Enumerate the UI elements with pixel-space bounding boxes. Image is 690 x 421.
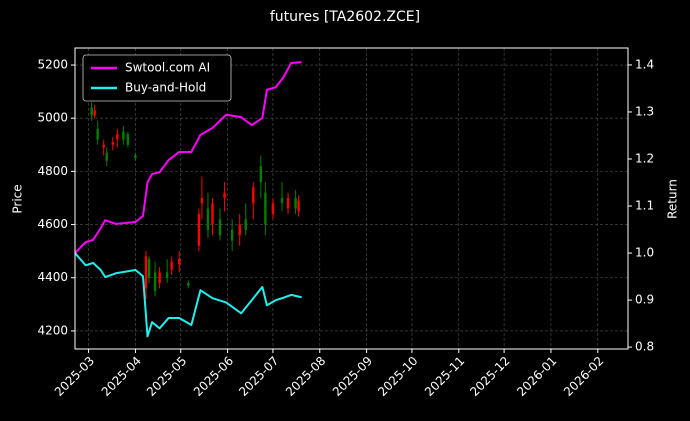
candle-body [271,203,275,214]
candle-body [206,208,210,230]
candle-body [223,192,226,198]
candle-body [111,142,114,145]
y2-tick-label: 1.3 [635,104,654,118]
candle-body [286,197,290,209]
y-axis-label: Price [11,184,25,213]
y2-tick-label: 1.1 [635,199,654,213]
chart-title: futures [TA2602.ZCE] [270,9,420,25]
y-tick-label: 4800 [37,164,68,178]
candle-body [165,272,169,278]
series-line [74,252,302,338]
candle-body [218,219,222,236]
candle-body [197,213,201,246]
candle-body [116,134,119,140]
candle-body [178,259,181,265]
y2-tick-label: 0.8 [635,340,654,354]
legend-box [82,54,232,102]
candle-body [238,224,241,236]
y2-tick-label: 1.4 [635,57,654,71]
y-tick-label: 5000 [37,111,68,125]
candle-body [144,256,148,289]
candle-body [126,134,130,145]
y2-axis-label: Return [666,179,680,219]
candle-body [187,283,190,286]
candle-body [264,192,267,225]
legend-label: Swtool.com AI [125,61,210,75]
candle-body [93,110,96,116]
y2-tick-label: 1.0 [635,246,654,260]
candle-body [134,155,137,159]
candle-body [200,197,204,204]
candle-body [244,219,247,230]
candle-body [252,187,255,204]
candle-body [96,128,99,140]
candle-body [153,272,157,292]
plot-frame [74,47,629,350]
candle-body [147,259,151,278]
y-tick-label: 4400 [37,270,68,284]
candle-body [102,144,105,148]
y-tick-label: 5200 [37,58,68,72]
y-tick-label: 4600 [37,217,68,231]
candle-body [90,107,93,116]
candle-body [280,197,284,204]
series-line [74,61,302,254]
candle-body [158,272,161,284]
candle-body [297,200,300,212]
candle-body [294,197,297,209]
candle-body [211,203,214,225]
y-tick-label: 4200 [37,323,68,337]
candle-body [105,152,108,161]
legend-label: Buy-and-Hold [125,81,206,95]
candle-body [259,166,263,183]
y2-tick-label: 1.2 [635,151,654,165]
candle-body [170,261,173,270]
y2-tick-label: 0.9 [635,293,654,307]
candle-body [230,229,234,241]
candle-body [122,131,125,140]
